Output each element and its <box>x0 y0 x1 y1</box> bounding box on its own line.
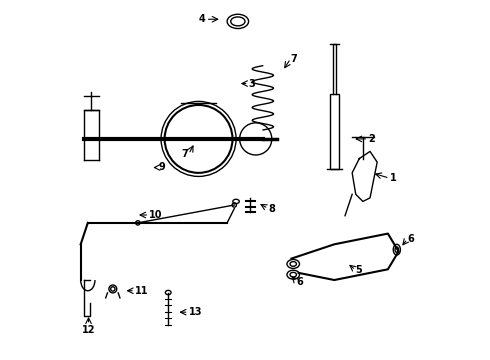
Text: 13: 13 <box>189 307 202 317</box>
Text: 1: 1 <box>390 173 396 183</box>
Text: 12: 12 <box>82 325 95 335</box>
Text: 11: 11 <box>135 286 148 296</box>
Text: 5: 5 <box>356 265 363 275</box>
Text: 9: 9 <box>159 162 165 172</box>
Text: 6: 6 <box>408 234 414 244</box>
Text: 7: 7 <box>291 54 297 64</box>
Text: 10: 10 <box>149 210 163 220</box>
Text: 6: 6 <box>297 277 303 287</box>
Text: 8: 8 <box>268 203 275 213</box>
Text: 2: 2 <box>368 134 375 144</box>
Text: 4: 4 <box>199 14 206 24</box>
Text: 7: 7 <box>182 149 189 159</box>
Text: 3: 3 <box>248 78 255 89</box>
Bar <box>330 94 339 169</box>
